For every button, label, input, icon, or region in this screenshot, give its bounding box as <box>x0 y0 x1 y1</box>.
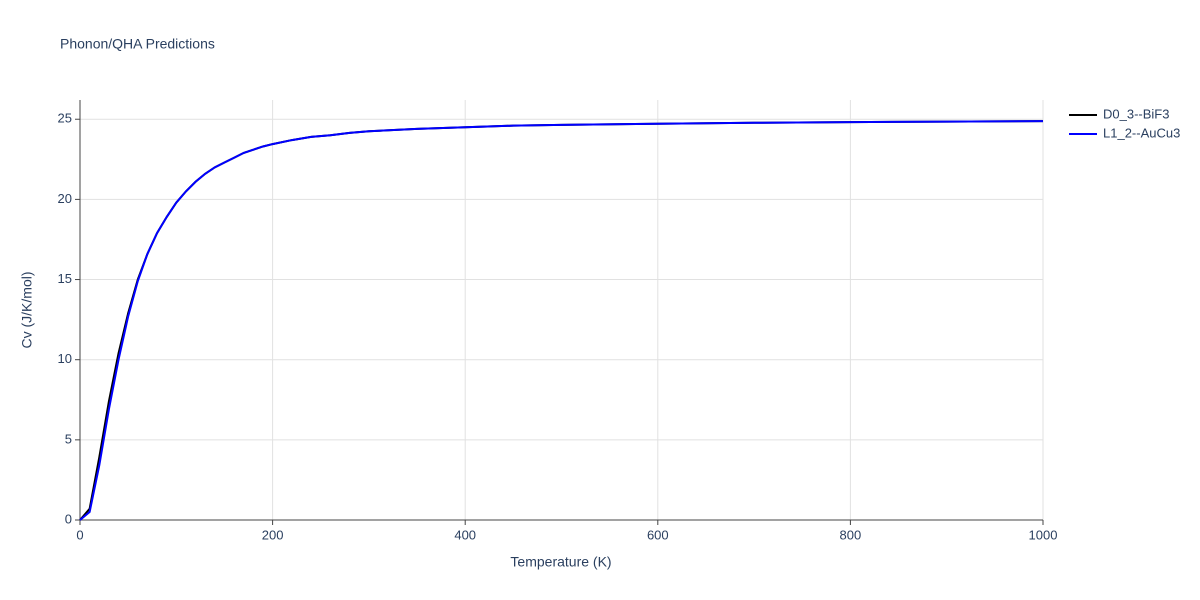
line-series <box>79 120 1044 521</box>
x-tick-label: 0 <box>76 527 83 542</box>
x-tick-label: 600 <box>647 527 669 542</box>
y-tick-label: 20 <box>58 191 72 206</box>
legend-label: L1_2--AuCu3 <box>1103 125 1180 140</box>
y-axis-title: Cv (J/K/mol) <box>19 272 35 349</box>
x-tick-label: 1000 <box>1029 527 1058 542</box>
y-tick-label: 15 <box>58 271 72 286</box>
y-tick-label: 0 <box>65 511 72 526</box>
legend-label: D0_3--BiF3 <box>1103 106 1169 121</box>
y-tick-label: 5 <box>65 431 72 446</box>
line-series <box>79 120 1044 521</box>
x-tick-label: 800 <box>840 527 862 542</box>
x-axis-title: Temperature (K) <box>510 554 611 570</box>
y-tick-label: 25 <box>58 111 72 126</box>
y-tick-label: 10 <box>58 351 72 366</box>
x-tick-label: 200 <box>262 527 284 542</box>
x-tick-label: 400 <box>454 527 476 542</box>
chart-title: Phonon/QHA Predictions <box>60 36 215 52</box>
